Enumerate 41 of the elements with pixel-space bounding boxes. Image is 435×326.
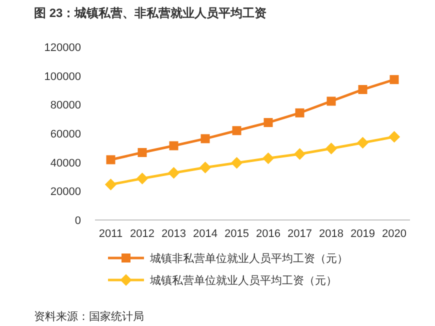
point — [326, 96, 336, 106]
point — [200, 134, 210, 144]
point — [232, 126, 242, 136]
point — [104, 178, 117, 190]
y-tick-label: 60000 — [50, 128, 81, 140]
y-tick-label: 80000 — [50, 100, 81, 112]
y-tick-label: 120000 — [44, 42, 81, 54]
x-tick-label: 2011 — [98, 228, 123, 240]
point — [106, 155, 116, 164]
point — [358, 85, 368, 94]
point — [390, 75, 399, 84]
y-tick-label: 100000 — [44, 70, 81, 83]
x-tick-label: 2013 — [162, 228, 186, 240]
legend-label: 城镇非私营单位就业人员平均工资（元） — [149, 252, 348, 265]
legend-label: 城镇私营单位就业人员平均工资（元） — [149, 274, 337, 287]
point — [136, 172, 148, 184]
point — [199, 162, 212, 174]
point — [295, 108, 304, 118]
point — [168, 167, 180, 179]
y-tick-label: 40000 — [50, 157, 81, 170]
x-tick-label: 2015 — [224, 228, 249, 240]
chart-title: 图 23：城镇私营、非私营就业人员平均工资 — [34, 6, 267, 20]
point — [264, 118, 273, 128]
x-tick-label: 2017 — [288, 228, 312, 240]
point — [325, 142, 338, 154]
point — [356, 136, 369, 149]
point — [262, 152, 274, 164]
x-tick-label: 2012 — [130, 228, 154, 240]
y-tick-label: 20000 — [50, 186, 81, 198]
x-tick-label: 2019 — [350, 228, 375, 240]
point — [138, 148, 147, 158]
x-tick-label: 2018 — [319, 228, 344, 240]
y-tick-label: 0 — [74, 215, 81, 227]
x-tick-label: 2020 — [382, 228, 406, 240]
point — [169, 141, 178, 150]
x-tick-label: 2016 — [256, 228, 280, 240]
point — [388, 130, 400, 143]
point — [230, 157, 243, 169]
text: 资料来源：国家统计局 — [34, 310, 144, 323]
point — [294, 148, 306, 160]
x-tick-label: 2014 — [193, 228, 218, 240]
